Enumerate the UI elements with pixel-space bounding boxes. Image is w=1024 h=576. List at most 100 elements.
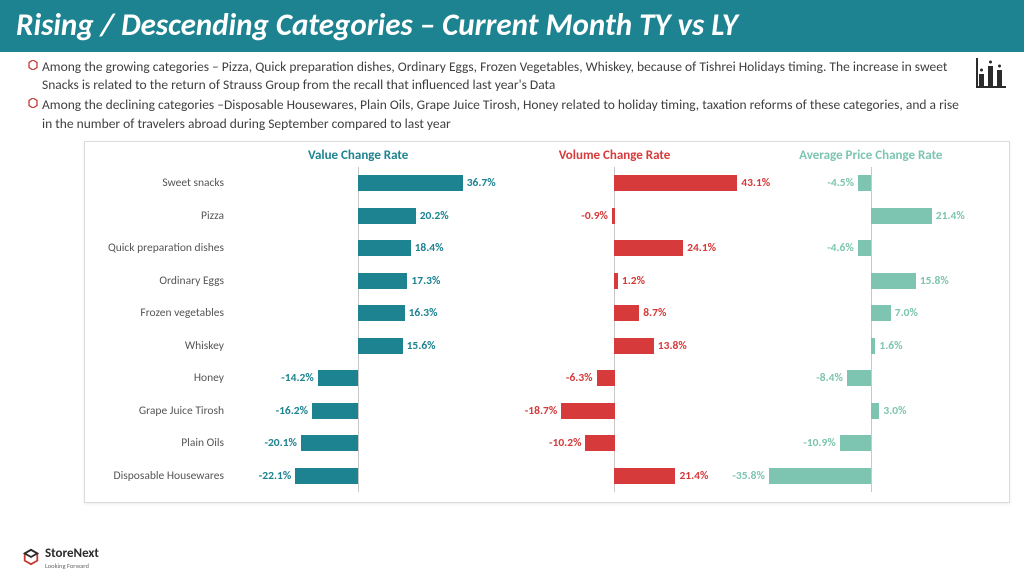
chart-cell: -10.2% bbox=[486, 427, 742, 460]
chart-cell: 15.6% bbox=[230, 329, 486, 362]
category-label: Whiskey bbox=[85, 339, 230, 353]
table-row: Whiskey 15.6% 13.8% 1.6% bbox=[85, 329, 999, 362]
value-label: -6.3% bbox=[566, 371, 593, 385]
chart-cell: -4.5% bbox=[743, 167, 999, 200]
table-row: Frozen vegetables16.3%8.7%7.0% bbox=[85, 297, 999, 330]
chart-cell: -16.2% bbox=[230, 394, 486, 427]
chart-cell: -10.9% bbox=[743, 427, 999, 460]
bullet-text: Among the declining categories –Disposab… bbox=[42, 96, 964, 132]
table-row: Plain Oils -20.1% -10.2% -10.9% bbox=[85, 427, 999, 460]
value-label: 15.6% bbox=[407, 339, 436, 353]
bar-chart-icon bbox=[976, 58, 1010, 88]
bar bbox=[312, 403, 358, 419]
bar bbox=[614, 468, 675, 484]
bar bbox=[358, 305, 404, 321]
bar bbox=[561, 403, 614, 419]
logo-icon bbox=[22, 548, 40, 566]
category-label: Honey bbox=[85, 371, 230, 385]
logo-tagline: Looking Forward bbox=[45, 562, 99, 570]
bar bbox=[358, 208, 416, 224]
chart-cell: 1.2% bbox=[486, 264, 742, 297]
value-label: 15.8% bbox=[920, 274, 949, 288]
bar bbox=[871, 338, 876, 354]
chart-cell: 17.3% bbox=[230, 264, 486, 297]
chart-cell: 20.2% bbox=[230, 199, 486, 232]
category-label: Sweet snacks bbox=[85, 176, 230, 190]
table-row: Honey -14.2% -6.3% -8.4% bbox=[85, 362, 999, 395]
axis-line bbox=[871, 459, 872, 492]
table-row: Disposable Housewares -22.1% 21.4% -35.8% bbox=[85, 459, 999, 492]
value-label: -4.6% bbox=[827, 241, 854, 255]
axis-line bbox=[614, 394, 615, 427]
bullet-icon bbox=[28, 96, 42, 132]
value-label: -4.5% bbox=[827, 176, 854, 190]
value-label: -0.9% bbox=[581, 209, 608, 223]
value-label: 1.6% bbox=[879, 339, 902, 353]
value-label: -35.8% bbox=[732, 469, 764, 483]
value-label: -22.1% bbox=[259, 469, 291, 483]
chart-cell: -14.2% bbox=[230, 362, 486, 395]
value-label: 16.3% bbox=[409, 306, 438, 320]
bar bbox=[358, 338, 402, 354]
axis-line bbox=[614, 362, 615, 395]
chart-cell: 1.6% bbox=[743, 329, 999, 362]
value-label: -18.7% bbox=[525, 404, 557, 418]
chart-cell: 21.4% bbox=[743, 199, 999, 232]
value-label: 3.0% bbox=[883, 404, 906, 418]
chart-cell: 16.3% bbox=[230, 297, 486, 330]
chart-cell: -22.1% bbox=[230, 459, 486, 492]
category-label: Disposable Housewares bbox=[85, 469, 230, 483]
chart-cell: 24.1% bbox=[486, 232, 742, 265]
table-row: Pizza 20.2% -0.9% 21.4% bbox=[85, 199, 999, 232]
value-label: 18.4% bbox=[415, 241, 444, 255]
value-label: 17.3% bbox=[411, 274, 440, 288]
category-label: Pizza bbox=[85, 209, 230, 223]
value-label: -14.2% bbox=[281, 371, 313, 385]
axis-line bbox=[614, 199, 615, 232]
column-header: Average Price Change Rate bbox=[743, 148, 999, 163]
bar bbox=[871, 208, 932, 224]
axis-line bbox=[871, 362, 872, 395]
value-label: 24.1% bbox=[687, 241, 716, 255]
axis-line bbox=[358, 459, 359, 492]
category-label: Ordinary Eggs bbox=[85, 274, 230, 288]
logo-name: StoreNext bbox=[45, 546, 99, 561]
chart-cell: -6.3% bbox=[486, 362, 742, 395]
value-label: -20.1% bbox=[264, 436, 296, 450]
bar bbox=[614, 175, 737, 191]
axis-line bbox=[358, 362, 359, 395]
chart-cell: -20.1% bbox=[230, 427, 486, 460]
axis-line bbox=[614, 427, 615, 460]
category-label: Frozen vegetables bbox=[85, 306, 230, 320]
chart-cell: 36.7% bbox=[230, 167, 486, 200]
chart-cell: 3.0% bbox=[743, 394, 999, 427]
value-label: 20.2% bbox=[420, 209, 449, 223]
bar bbox=[358, 240, 410, 256]
bar bbox=[614, 240, 683, 256]
chart-cell: 21.4% bbox=[486, 459, 742, 492]
bullet-item: Among the declining categories –Disposab… bbox=[28, 96, 964, 132]
category-label: Quick preparation dishes bbox=[85, 241, 230, 255]
table-row: Ordinary Eggs 17.3% 1.2% 15.8% bbox=[85, 264, 999, 297]
storenext-logo: StoreNext Looking Forward bbox=[22, 543, 99, 570]
bar bbox=[614, 338, 653, 354]
categories-chart: Value Change RateVolume Change RateAvera… bbox=[84, 141, 1010, 503]
bar bbox=[585, 435, 614, 451]
bullet-item: Among the growing categories – Pizza, Qu… bbox=[28, 58, 964, 94]
chart-cell: 13.8% bbox=[486, 329, 742, 362]
value-label: 21.4% bbox=[679, 469, 708, 483]
value-label: 13.8% bbox=[658, 339, 687, 353]
column-header: Volume Change Rate bbox=[486, 148, 742, 163]
intro-text: Among the growing categories – Pizza, Qu… bbox=[0, 52, 1024, 139]
bar bbox=[301, 435, 358, 451]
bullet-text: Among the growing categories – Pizza, Qu… bbox=[42, 58, 964, 94]
bar bbox=[295, 468, 358, 484]
bar bbox=[840, 435, 871, 451]
chart-cell: -8.4% bbox=[743, 362, 999, 395]
bar bbox=[614, 305, 639, 321]
chart-cell: -4.6% bbox=[743, 232, 999, 265]
value-label: -10.2% bbox=[549, 436, 581, 450]
value-label: 21.4% bbox=[936, 209, 965, 223]
page-title: Rising / Descending Categories – Current… bbox=[0, 0, 1024, 52]
category-label: Plain Oils bbox=[85, 436, 230, 450]
